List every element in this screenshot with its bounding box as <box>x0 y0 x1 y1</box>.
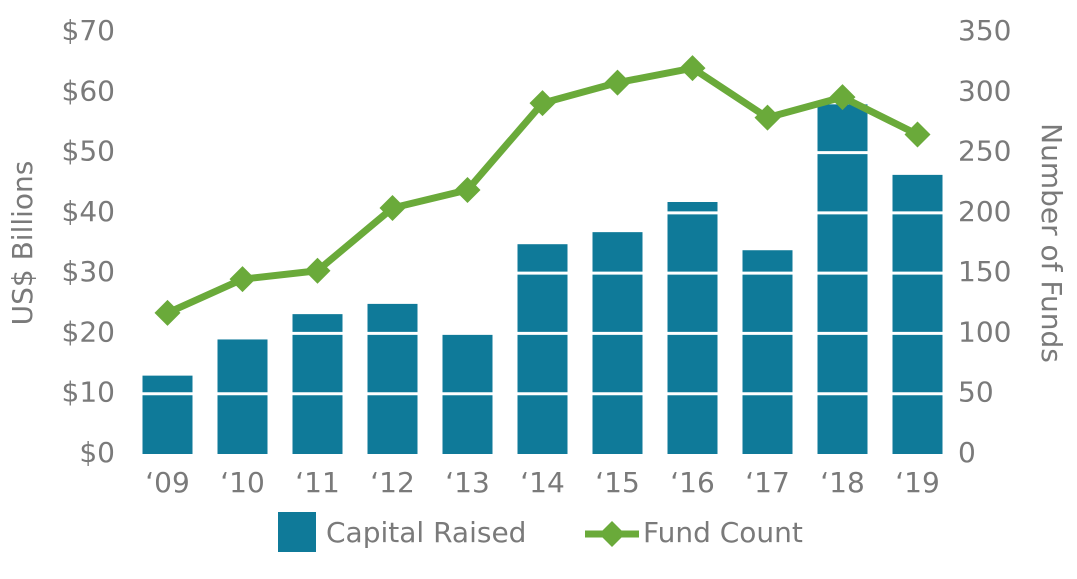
y-tick-label: $70 <box>62 14 115 47</box>
y2-tick-label: 300 <box>958 74 1011 107</box>
x-tick-label: ‘13 <box>445 466 490 499</box>
line-marker <box>604 69 631 96</box>
line-marker <box>454 176 481 203</box>
y-tick-label: $50 <box>62 135 115 168</box>
x-tick-label: ‘09 <box>145 466 190 499</box>
x-tick-label: ‘14 <box>520 466 565 499</box>
legend-marker <box>599 521 625 547</box>
y2-tick-label: 200 <box>958 195 1011 228</box>
y-tick-label: $30 <box>62 255 115 288</box>
y-axis-label: US$ Billions <box>6 161 39 326</box>
line-marker <box>154 299 181 326</box>
y-tick-label: $0 <box>79 436 115 469</box>
line-marker <box>379 195 406 222</box>
x-tick-label: ‘10 <box>220 466 265 499</box>
bar <box>517 244 568 454</box>
legend-label: Fund Count <box>643 516 803 549</box>
y2-tick-label: 250 <box>958 135 1011 168</box>
bar <box>217 339 268 454</box>
line-marker <box>754 104 781 131</box>
x-tick-label: ‘11 <box>295 466 340 499</box>
y-tick-label: $10 <box>62 376 115 409</box>
x-tick-label: ‘18 <box>820 466 865 499</box>
bar <box>592 232 643 454</box>
line-marker <box>529 90 556 117</box>
x-tick-label: ‘17 <box>745 466 790 499</box>
x-tick-label: ‘19 <box>895 466 940 499</box>
y2-axis-label: Number of Funds <box>1035 123 1068 363</box>
line-marker <box>679 55 706 82</box>
y-tick-label: $40 <box>62 195 115 228</box>
bar <box>817 104 868 454</box>
x-tick-label: ‘15 <box>595 466 640 499</box>
y2-tick-label: 100 <box>958 315 1011 348</box>
bar <box>367 303 418 454</box>
bar <box>742 250 793 454</box>
line-marker <box>229 266 256 293</box>
y2-tick-label: 150 <box>958 255 1011 288</box>
bar <box>667 202 718 454</box>
legend-swatch <box>278 512 316 552</box>
bar <box>892 174 943 454</box>
x-tick-label: ‘16 <box>670 466 715 499</box>
bar <box>142 375 193 454</box>
y-tick-label: $60 <box>62 74 115 107</box>
line-marker <box>829 84 856 111</box>
y2-tick-label: 50 <box>958 376 994 409</box>
line-marker <box>304 257 331 284</box>
x-tick-label: ‘12 <box>370 466 415 499</box>
y2-tick-label: 0 <box>958 436 976 469</box>
bar <box>292 314 343 454</box>
y-tick-label: $20 <box>62 315 115 348</box>
legend-label: Capital Raised <box>326 516 526 549</box>
line-marker <box>904 121 931 148</box>
y2-tick-label: 350 <box>958 14 1011 47</box>
